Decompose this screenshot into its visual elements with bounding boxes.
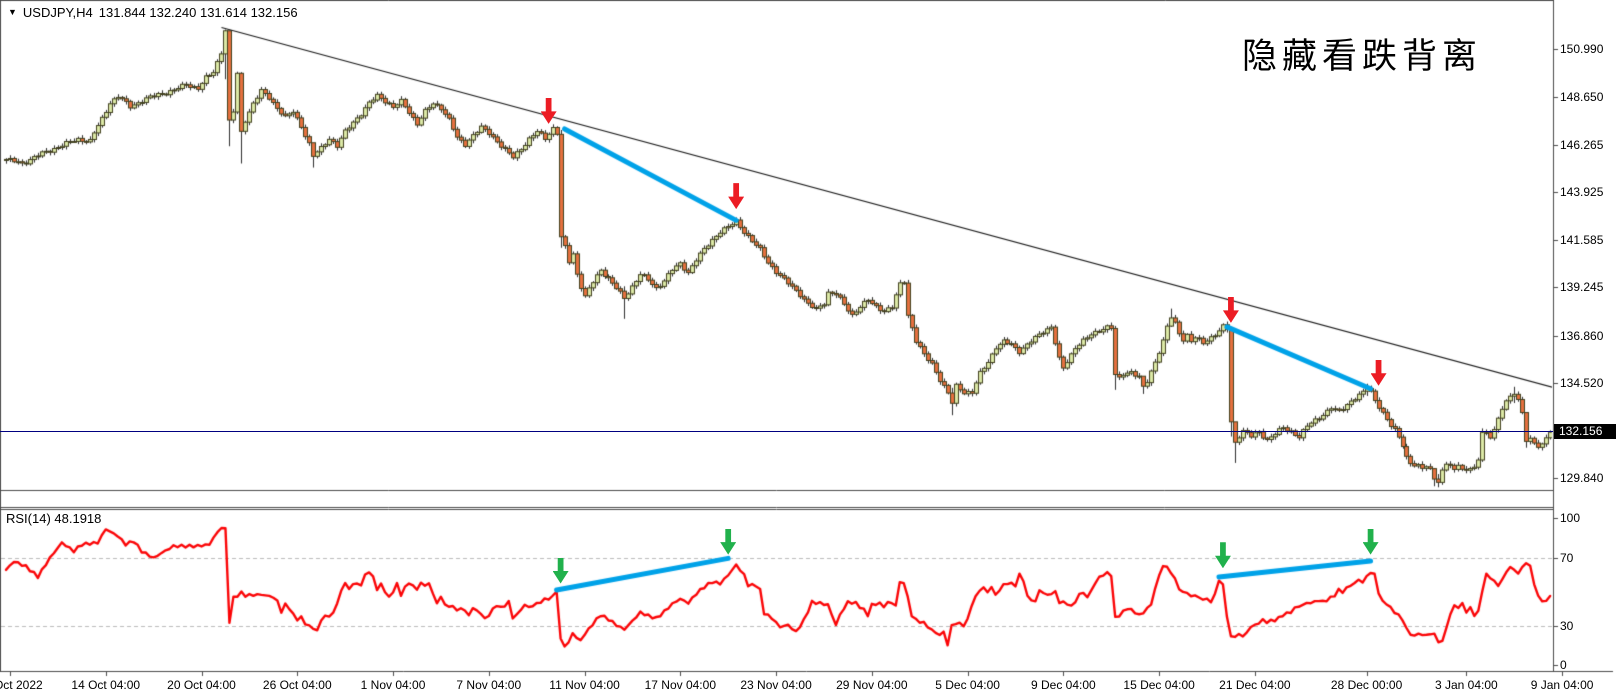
rsi-axis-label: 30	[1560, 619, 1574, 633]
price-axis-label: 143.925	[1560, 185, 1604, 200]
price-axis-label: 150.990	[1560, 42, 1604, 56]
price-axis-label: 148.650	[1560, 89, 1604, 104]
rsi-axis-label: 70	[1560, 551, 1574, 565]
price-axis-label: 139.245	[1560, 280, 1604, 295]
time-axis-label: 15 Dec 04:00	[1123, 678, 1195, 692]
price-axis-label: 136.860	[1560, 328, 1604, 343]
time-axis-label: 28 Dec 00:00	[1330, 678, 1403, 692]
time-axis-label: 29 Nov 04:00	[836, 678, 908, 692]
time-axis-label: 7 Nov 04:00	[456, 678, 522, 692]
time-axis-label: 9 Dec 04:00	[1030, 678, 1096, 692]
price-axis-label: 141.585	[1560, 232, 1604, 247]
price-axis-label: 146.265	[1560, 137, 1604, 152]
time-axis-label: 20 Oct 04:00	[167, 678, 236, 692]
rsi-axis-label: 0	[1560, 658, 1567, 672]
time-axis-label: 3 Jan 04:00	[1434, 678, 1498, 692]
price-axis-label: 129.840	[1560, 471, 1604, 486]
divergence-annotation-text: 隐藏看跌背离	[1242, 37, 1483, 77]
time-axis-label: 1 Nov 04:00	[360, 678, 426, 692]
time-axis-label: 26 Oct 04:00	[262, 678, 332, 692]
current-price-badge: 132.156	[1554, 424, 1616, 439]
time-axis-label: 5 Dec 04:00	[935, 678, 1000, 692]
ohlc-values: 131.844 132.240 131.614 132.156	[98, 5, 298, 20]
time-axis-label: 14 Oct 04:00	[71, 678, 141, 692]
chart-title-bar: ▼ USDJPY,H4 131.844 132.240 131.614 132.…	[8, 5, 298, 20]
time-axis-label: 17 Nov 04:00	[644, 678, 716, 692]
symbol-timeframe-label: USDJPY,H4	[22, 5, 93, 20]
time-axis-label: 23 Nov 04:00	[740, 678, 812, 692]
time-axis-label: 11 Nov 04:00	[549, 678, 620, 692]
rsi-indicator-label: RSI(14) 48.1918	[6, 511, 102, 526]
time-axis-label: 9 Jan 04:00	[1530, 678, 1594, 692]
time-axis-label: 10 Oct 2022	[0, 678, 43, 692]
current-price-line[interactable]	[0, 431, 1553, 432]
time-axis-label: 21 Dec 04:00	[1219, 678, 1291, 692]
rsi-axis-label: 100	[1560, 511, 1581, 525]
price-axis-label: 134.520	[1560, 376, 1604, 391]
symbol-dropdown-icon[interactable]: ▼	[8, 7, 17, 17]
